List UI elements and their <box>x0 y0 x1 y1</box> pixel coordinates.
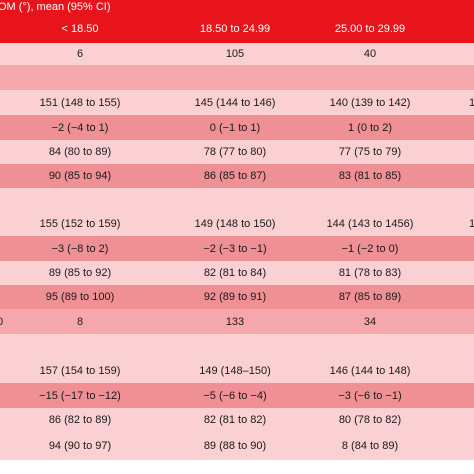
table-cell-c2: 89 (88 to 90) <box>203 440 267 452</box>
table-cell-c3: 146 (144 to 148) <box>329 364 411 377</box>
table-cell-c2: 145 (144 to 146) <box>194 96 276 109</box>
table-cell-c4 <box>462 236 474 261</box>
table-cell-c1: 94 (90 to 97) <box>48 440 112 452</box>
table-row: 89 (85 to 92) 82 (81 to 84) 81 (78 to 83) <box>0 261 474 285</box>
table-cell-c2: −2 (−3 to −1) <box>203 242 267 255</box>
table-cell-c1: −15 (−17 to −12) <box>39 389 121 402</box>
table-cell-c4 <box>462 43 474 65</box>
table-cell-c1: 6 <box>76 48 84 60</box>
table-cell-c4 <box>462 358 474 383</box>
table-cell-c0: 0 <box>0 309 18 334</box>
table-cell-c3: −3 (−6 to −1) <box>338 389 402 402</box>
table-cell-c4 <box>462 309 474 334</box>
table-cell-c1: 157 (154 to 159) <box>39 364 121 377</box>
header-bmi-normal: 18.50 to 24.99 <box>199 22 271 35</box>
table-cell-c2: −5 (−6 to −4) <box>203 389 267 402</box>
table-cell-c3: 140 (139 to 142) <box>329 96 411 109</box>
table-cell-c2: 0 (−1 to 1) <box>209 121 261 134</box>
table-cell-c2: 86 (85 to 87) <box>203 170 267 182</box>
table-cell-c4 <box>462 334 474 358</box>
table-row: 155 (152 to 159) 149 (148 to 150) 144 (143… <box>0 212 474 236</box>
table-row: 6 105 40 <box>0 43 474 65</box>
table-cell-c3 <box>305 334 435 358</box>
table-cell-c2: 149 (148 to 150) <box>194 218 276 230</box>
table-row <box>0 334 474 358</box>
table-cell-c1: 89 (85 to 92) <box>48 267 112 279</box>
table-cell-c1: −2 (−4 to 1) <box>51 121 109 134</box>
table-cell-c1 <box>15 334 145 358</box>
table-cell-c3 <box>305 188 435 212</box>
table-cell-c3: −1 (−2 to 0) <box>341 242 399 255</box>
table-row: 95 (89 to 100) 92 (89 to 91) 87 (85 to 89) <box>0 285 474 309</box>
table-cell-c1: 151 (148 to 155) <box>39 96 121 109</box>
header-bmi-overweight: 25.00 to 29.99 <box>334 22 406 35</box>
table-cell-c1: 95 (89 to 100) <box>45 291 115 303</box>
table-title-row: ROM (°), mean (95% CI) <box>0 0 474 14</box>
table-row: 157 (154 to 159) 149 (148–150) 146 (144 to… <box>0 358 474 383</box>
table-cell-c3: 81 (78 to 83) <box>338 267 402 279</box>
table-cell-c2: 82 (81 to 82) <box>203 414 267 426</box>
table-row <box>0 188 474 212</box>
table-cell-c4 <box>462 115 474 140</box>
table-cell-c1: −3 (−8 to 2) <box>51 242 109 255</box>
table-cell-c2: 105 <box>225 48 245 60</box>
table-cell-c1: 155 (152 to 159) <box>39 218 121 230</box>
table-cell-c2 <box>170 65 300 90</box>
table-cell-c3: 40 <box>363 48 377 60</box>
table-cell-c4 <box>462 383 474 408</box>
table-cell-c1: 84 (80 to 89) <box>48 146 112 158</box>
table-cell-c2: 82 (81 to 84) <box>203 267 267 279</box>
table-cell-c1 <box>15 65 145 90</box>
table-cell-c3: 80 (78 to 82) <box>338 414 402 426</box>
table-cell-c4 <box>462 432 474 460</box>
table-cell-c1: 86 (82 to 89) <box>48 414 112 426</box>
table-cell-c3 <box>305 65 435 90</box>
table-cell-c4 <box>462 261 474 285</box>
table-cell-c4 <box>462 285 474 309</box>
table-cell-c3: 34 <box>363 315 377 328</box>
table-cell-c3: 144 (143 to 1456) <box>326 218 414 230</box>
table-row: 84 (80 to 89) 78 (77 to 80) 77 (75 to 79) <box>0 140 474 164</box>
table-cell-c4 <box>462 164 474 188</box>
header-row: < 18.50 18.50 to 24.99 25.00 to 29.99 <box>0 14 474 43</box>
table-cell-c3: 8 (84 to 89) <box>341 440 399 452</box>
table-cell-c4 <box>462 140 474 164</box>
table-cell-c1: 8 <box>76 315 84 328</box>
table-row: 90 (85 to 94) 86 (85 to 87) 83 (81 to 85) <box>0 164 474 188</box>
table-cell-c3: 83 (81 to 85) <box>338 170 402 182</box>
table-cell-c2: 78 (77 to 80) <box>203 146 267 158</box>
table-cell-c3: 77 (75 to 79) <box>338 146 402 158</box>
table-cell-c4 <box>462 65 474 90</box>
header-bmi-underweight: < 18.50 <box>61 22 99 35</box>
table-title: ROM (°), mean (95% CI) <box>0 1 111 13</box>
table-cell-c2: 92 (89 to 91) <box>203 291 267 303</box>
table-row: 0 8 133 34 <box>0 309 474 334</box>
table-cell-c1: 90 (85 to 94) <box>48 170 112 182</box>
table-cell-c3: 1 (0 to 2) <box>347 121 393 134</box>
table-row <box>0 65 474 90</box>
table-row: 86 (82 to 89) 82 (81 to 82) 80 (78 to 82) <box>0 408 474 432</box>
table-cell-c2: 149 (148–150) <box>199 364 271 377</box>
table-row: 151 (148 to 155) 145 (144 to 146) 140 (139… <box>0 90 474 115</box>
table-cell-c2: 133 <box>225 315 245 328</box>
table-row: −15 (−17 to −12) −5 (−6 to −4) −3 (−6 to −… <box>0 383 474 408</box>
table-cell-c4: 1 <box>468 218 474 230</box>
table-row: −3 (−8 to 2) −2 (−3 to −1) −1 (−2 to 0) <box>0 236 474 261</box>
table-cell-c2 <box>170 188 300 212</box>
table-cell-c4 <box>462 188 474 212</box>
table-cell-c2 <box>170 334 300 358</box>
table-cell-c4 <box>462 408 474 432</box>
table-row: −2 (−4 to 1) 0 (−1 to 1) 1 (0 to 2) <box>0 115 474 140</box>
table-row: 94 (90 to 97) 89 (88 to 90) 8 (84 to 89) <box>0 432 474 460</box>
table-cell-c4: 1 <box>468 96 474 109</box>
table-cell-c1 <box>15 188 145 212</box>
table-cell-c3: 87 (85 to 89) <box>338 291 402 303</box>
